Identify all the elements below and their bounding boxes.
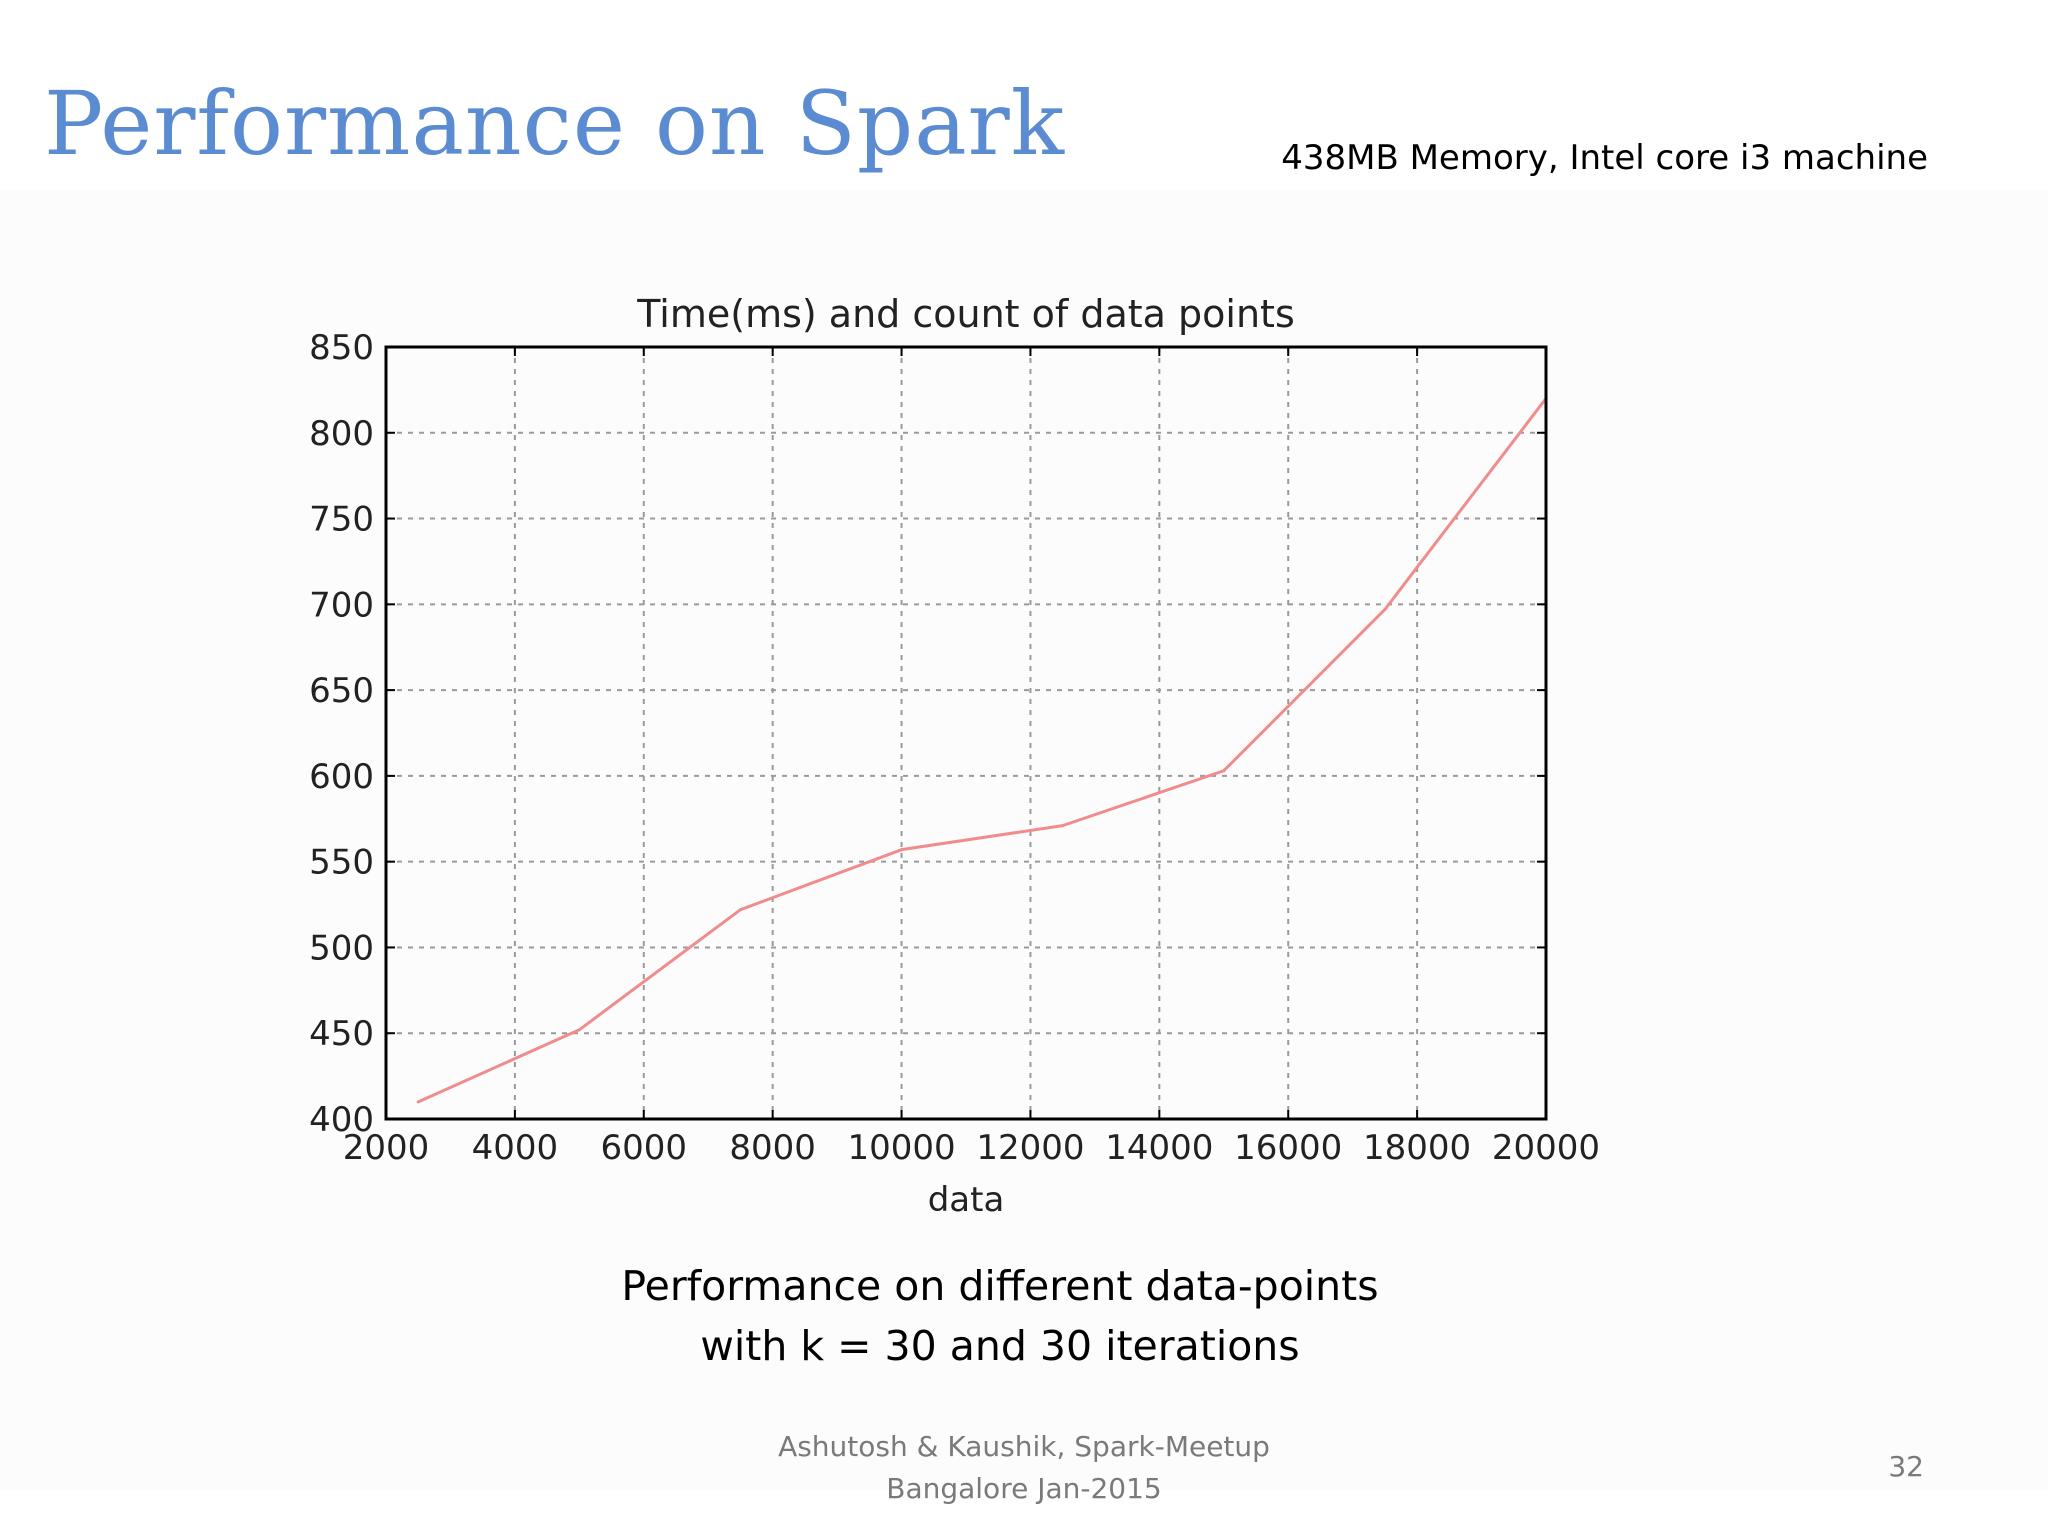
y-tick-label: 400	[309, 1100, 374, 1140]
chart-title: Time(ms) and count of data points	[636, 292, 1295, 336]
x-axis-label: data	[928, 1180, 1005, 1220]
footer-credit-line1: Ashutosh & Kaushik, Spark-Meetup	[778, 1430, 1270, 1463]
x-tick-label: 2000	[343, 1128, 430, 1168]
y-tick-label: 800	[309, 414, 374, 454]
chart-panel: 2000 4000 6000 8000 10000 12000 14000 16000 1800…	[0, 190, 2048, 1490]
page-number: 32	[1888, 1450, 1924, 1483]
data-point	[1222, 769, 1226, 773]
data-point	[900, 848, 904, 852]
x-tick-label: 6000	[601, 1128, 688, 1168]
x-tick-label: 18000	[1363, 1128, 1471, 1168]
footer-credit-line2: Bangalore Jan-2015	[886, 1472, 1162, 1505]
y-tick-label: 550	[309, 843, 374, 883]
data-point	[1383, 607, 1387, 611]
y-tick-label: 700	[309, 585, 374, 625]
chart-caption-line2: with k = 30 and 30 iterations	[700, 1322, 1300, 1370]
x-tick-label: 10000	[847, 1128, 955, 1168]
line-chart: 2000 4000 6000 8000 10000 12000 14000 16000 1800…	[309, 292, 1600, 1220]
data-point	[577, 1028, 581, 1032]
x-tick-label: 14000	[1105, 1128, 1213, 1168]
x-tick-label: 16000	[1234, 1128, 1342, 1168]
chart-caption-line1: Performance on different data-points	[621, 1262, 1379, 1310]
series-line	[417, 397, 1548, 1104]
data-point	[416, 1100, 420, 1104]
y-tick-label: 750	[309, 500, 374, 540]
y-tick-label: 850	[309, 328, 374, 368]
data-point	[738, 908, 742, 912]
slide-subtitle: 438MB Memory, Intel core i3 machine	[1281, 138, 1928, 178]
y-tick-label: 450	[309, 1014, 374, 1054]
slide-title: Performance on Spark	[44, 72, 1066, 175]
x-tick-label: 12000	[976, 1128, 1084, 1168]
x-tick-label: 4000	[472, 1128, 559, 1168]
y-tick-label: 500	[309, 928, 374, 968]
x-tick-label: 20000	[1492, 1128, 1600, 1168]
y-tick-label: 600	[309, 757, 374, 797]
data-point	[1061, 824, 1065, 828]
plot-frame	[384, 345, 1548, 1121]
x-tick-label: 8000	[729, 1128, 816, 1168]
y-tick-label: 650	[309, 671, 374, 711]
